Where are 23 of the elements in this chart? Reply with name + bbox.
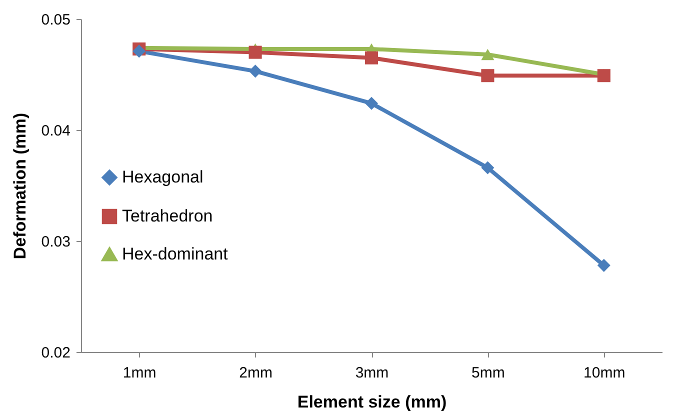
legend-label: Hexagonal xyxy=(122,168,204,186)
y-tick-label: 0.02 xyxy=(41,344,70,362)
x-tick-label: 3mm xyxy=(355,364,389,382)
y-axis-title: Deformation (mm) xyxy=(10,112,30,260)
x-axis-title: Element size (mm) xyxy=(297,392,447,412)
y-tick-label: 0.05 xyxy=(41,12,70,28)
point xyxy=(132,44,146,58)
point xyxy=(364,96,378,110)
y-tick-label: 0.04 xyxy=(41,122,70,140)
legend-label: Hex-dominant xyxy=(122,244,228,264)
point xyxy=(481,48,494,60)
x-tick-label: 2mm xyxy=(239,364,272,382)
x-tick-label: 1mm xyxy=(122,364,156,382)
legend-label: Tetrahedron xyxy=(122,206,213,226)
point xyxy=(481,161,494,174)
point xyxy=(364,51,378,64)
x-tick-label: 5mm xyxy=(472,364,505,382)
y-tick-label: 0.03 xyxy=(41,234,70,250)
point xyxy=(248,64,262,78)
point xyxy=(248,46,262,59)
x-tick-label: 10mm xyxy=(584,364,626,382)
point xyxy=(481,69,494,82)
point xyxy=(597,258,610,272)
